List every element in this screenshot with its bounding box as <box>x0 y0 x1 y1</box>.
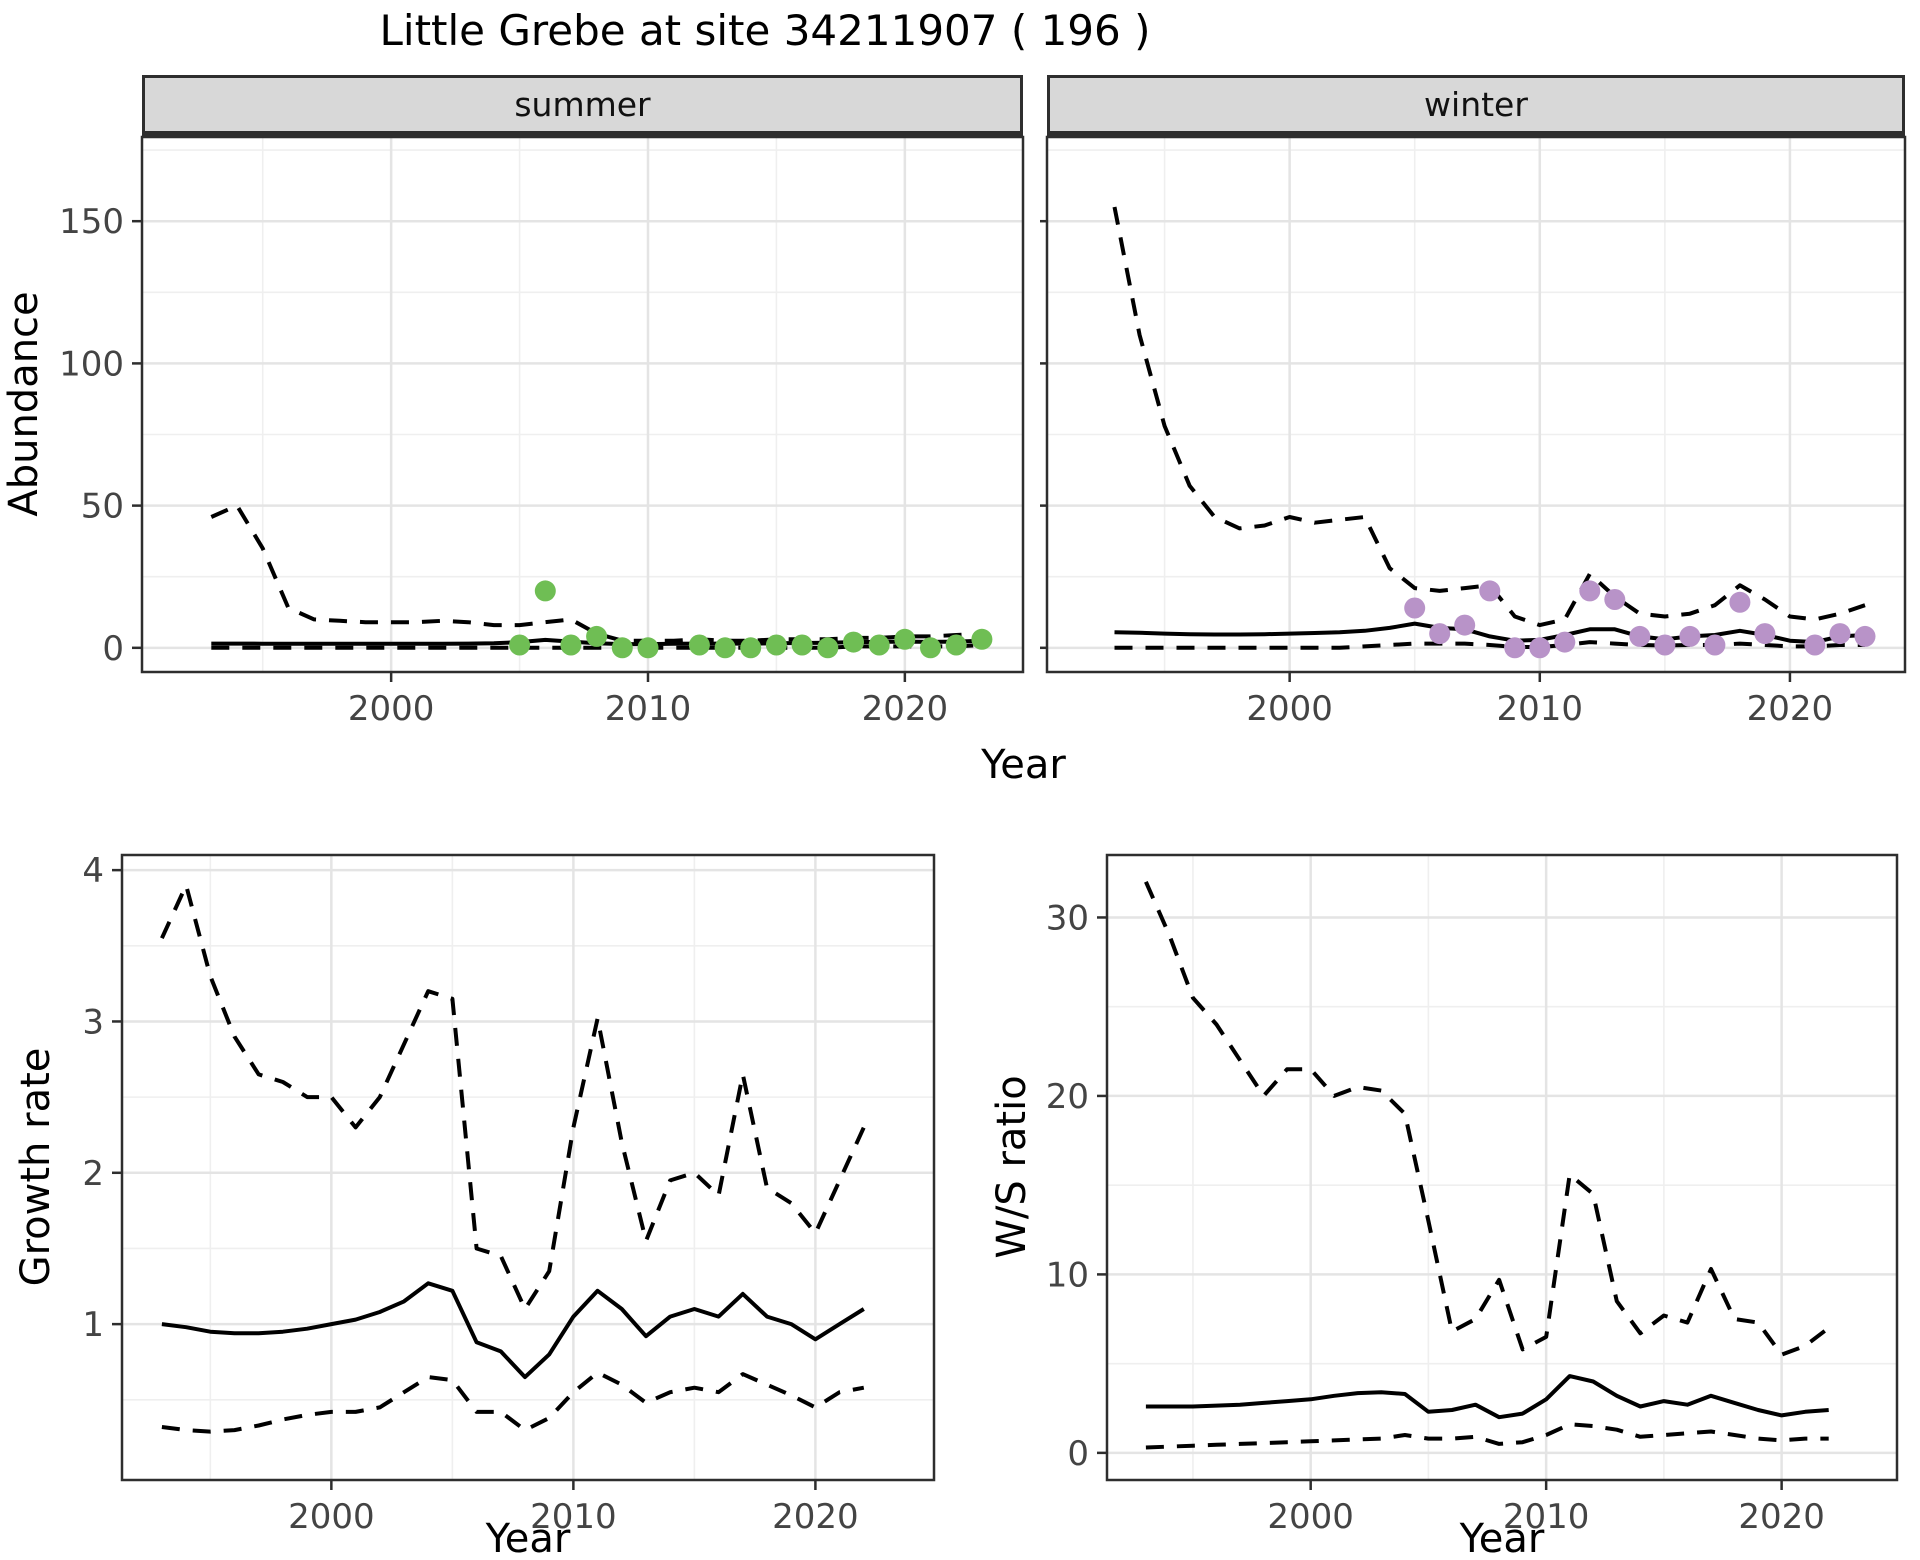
observation-point <box>688 634 710 656</box>
observation-point <box>534 580 556 602</box>
observation-point <box>1854 625 1876 647</box>
observation-point <box>765 634 787 656</box>
y-tick-label: 20 <box>1046 1077 1089 1117</box>
x-tick-label: 2010 <box>1497 689 1584 729</box>
y-tick-label: 0 <box>1067 1434 1089 1474</box>
observation-point <box>791 634 813 656</box>
observation-point <box>560 634 582 656</box>
winter-abundance-svg: 2000 2010 2020 <box>1040 135 1907 729</box>
observation-point <box>1654 634 1676 656</box>
observation-point <box>1429 623 1451 645</box>
observation-point <box>1679 625 1701 647</box>
ws-ratio-axis-title: W/S ratio <box>989 1075 1035 1259</box>
observation-point <box>1529 637 1551 659</box>
observation-point <box>1729 591 1751 613</box>
observation-point <box>894 628 916 650</box>
observation-point <box>740 637 762 659</box>
summer-abundance-svg: 2000 2010 2020 0 50 100 150 <box>60 135 1025 729</box>
observation-point <box>971 628 993 650</box>
x-tick-label: 2010 <box>1503 1497 1590 1537</box>
facet-strip-winter: winter <box>1047 75 1905 137</box>
ws-ratio-dashed-line <box>1145 1422 1829 1450</box>
facet-strip-summer: summer <box>142 75 1023 137</box>
winter-abundance-chart: 2000 2010 2020 <box>1040 132 1915 742</box>
x-tick-label: 2020 <box>862 689 949 729</box>
facet-strip-summer-label: summer <box>514 85 651 124</box>
x-tick-label: 2010 <box>530 1497 617 1537</box>
observation-point <box>1479 580 1501 602</box>
observation-point <box>1404 597 1426 619</box>
y-tick-label: 30 <box>1046 898 1089 938</box>
observation-point <box>1629 625 1651 647</box>
winter-abundance-solid-line <box>1114 621 1866 645</box>
y-tick-label: 100 <box>60 344 124 384</box>
observation-point <box>920 637 941 659</box>
ws-year-axis-title: Year <box>1459 1516 1545 1560</box>
growth-rate-svg: 2000 2010 2020 1 2 3 4 <box>82 851 936 1537</box>
facet-strip-winter-label: winter <box>1424 85 1528 124</box>
observation-point <box>1804 634 1826 656</box>
abundance-axis-title: Abundance <box>1 291 47 517</box>
observation-point <box>509 634 531 656</box>
summer-abundance-chart: 2000 2010 2020 0 50 100 150 <box>60 132 1035 742</box>
y-tick-label: 150 <box>60 202 124 242</box>
ws-ratio-solid-line <box>1145 1374 1829 1420</box>
x-tick-label: 2020 <box>1747 689 1834 729</box>
y-tick-label: 1 <box>82 1305 104 1345</box>
ws-ratio-dashed-line <box>1144 880 1830 1357</box>
summer-abundance-dashed-line <box>211 643 983 650</box>
ws-ratio-svg: 2000 2010 2020 0 10 20 30 <box>1046 853 1899 1537</box>
observation-point <box>1829 623 1851 645</box>
observation-point <box>868 634 890 656</box>
observation-point <box>1579 580 1601 602</box>
observation-point <box>1754 623 1776 645</box>
x-tick-label: 2010 <box>605 689 692 729</box>
x-tick-label: 2000 <box>1246 689 1333 729</box>
growth-year-axis-title: Year <box>485 1516 571 1560</box>
x-tick-label: 2020 <box>772 1497 859 1537</box>
y-tick-label: 3 <box>82 1002 104 1042</box>
winter-abundance-dashed-line <box>1114 640 1865 650</box>
growth-rate-solid-line <box>161 1281 865 1380</box>
observation-point <box>1554 631 1576 653</box>
y-tick-label: 10 <box>1046 1255 1089 1295</box>
winter-abundance-dashed-line <box>1112 206 1866 628</box>
growth-rate-dashed-line <box>161 1370 865 1434</box>
y-tick-label: 2 <box>82 1154 104 1194</box>
observation-point <box>586 625 608 647</box>
x-tick-label: 2000 <box>348 689 435 729</box>
observation-point <box>637 637 659 659</box>
y-tick-label: 0 <box>102 629 124 669</box>
y-tick-label: 4 <box>82 851 104 891</box>
top-year-axis-title: Year <box>981 742 1066 788</box>
x-tick-label: 2020 <box>1738 1497 1825 1537</box>
observation-point <box>945 634 967 656</box>
observation-point <box>714 637 736 659</box>
x-tick-label: 2000 <box>1267 1497 1354 1537</box>
x-tick-label: 2000 <box>288 1497 375 1537</box>
ws-ratio-chart: 2000 2010 2020 0 10 20 30 <box>1030 850 1905 1550</box>
growth-rate-dashed-line <box>160 883 866 1311</box>
observation-point <box>611 637 633 659</box>
observation-point <box>1604 589 1626 610</box>
growth-rate-chart: 2000 2010 2020 1 2 3 4 <box>50 850 945 1550</box>
observation-point <box>817 637 839 659</box>
observation-point <box>1704 634 1726 656</box>
y-tick-label: 50 <box>81 487 124 527</box>
figure-title: Little Grebe at site 34211907 ( 196 ) <box>379 6 1151 55</box>
observation-point <box>843 631 864 653</box>
observation-point <box>1504 637 1526 659</box>
observation-point <box>1454 614 1476 636</box>
